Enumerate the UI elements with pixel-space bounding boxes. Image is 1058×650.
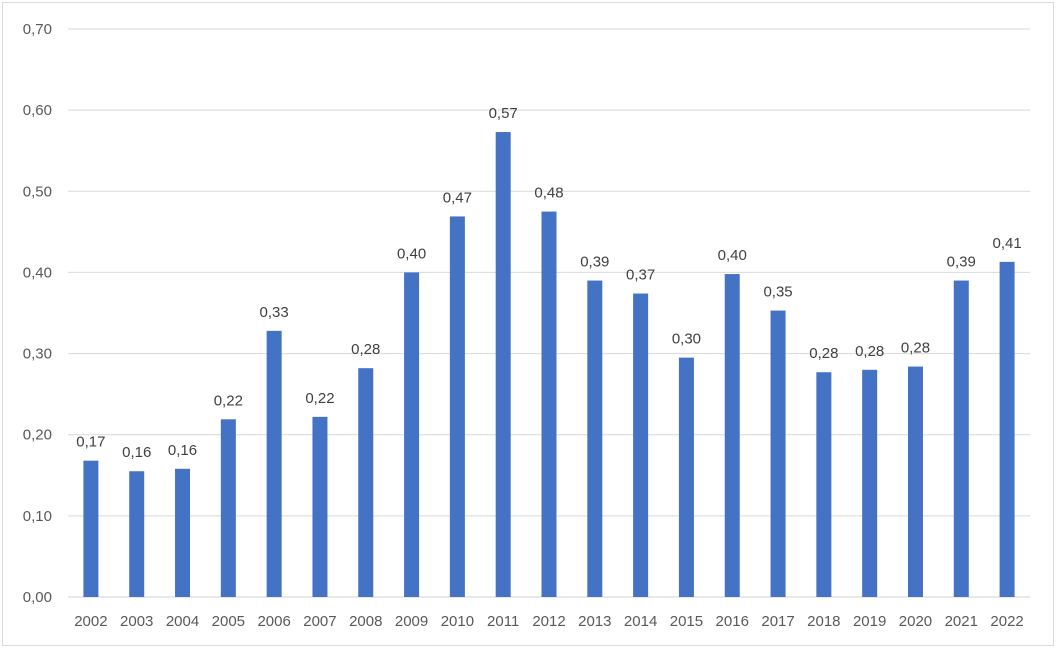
bar-2011 (495, 132, 511, 597)
bar-2013 (587, 280, 603, 597)
x-tick-label-2010: 2010 (441, 613, 474, 630)
x-tick-label-2021: 2021 (945, 613, 978, 630)
bar-2010 (449, 216, 465, 597)
x-tick-label-2002: 2002 (74, 613, 107, 630)
y-tick-label: 0,50 (23, 183, 52, 200)
data-label-2015: 0,30 (672, 331, 701, 348)
x-tick-label-2019: 2019 (853, 613, 886, 630)
x-tick-label-2012: 2012 (532, 613, 565, 630)
bar-2004 (175, 468, 191, 597)
data-label-2013: 0,39 (580, 254, 609, 271)
bar-2002 (83, 460, 99, 597)
data-label-2016: 0,40 (718, 247, 747, 264)
bars (83, 132, 1015, 598)
data-label-2012: 0,48 (534, 185, 563, 202)
bar-2018 (816, 372, 832, 597)
bar-2020 (907, 366, 923, 597)
bar-2012 (541, 211, 557, 598)
x-tick-label-2011: 2011 (487, 613, 519, 630)
data-label-2022: 0,41 (992, 235, 1021, 252)
data-label-2014: 0,37 (626, 267, 655, 284)
data-labels: 0,17 0,16 0,16 0,22 0,33 0,22 0,28 0,40 0,47 0,57… (76, 105, 1021, 461)
data-label-2004: 0,16 (168, 442, 197, 459)
x-tick-label-2004: 2004 (166, 613, 199, 630)
data-label-2006: 0,33 (260, 304, 289, 321)
x-tick-label-2007: 2007 (303, 613, 336, 630)
data-label-2011: 0,57 (489, 105, 518, 122)
bar-2022 (999, 261, 1015, 597)
bar-2008 (358, 368, 374, 597)
bar-2021 (953, 280, 969, 597)
x-tick-label-2014: 2014 (624, 613, 657, 630)
x-tick-label-2022: 2022 (990, 613, 1023, 630)
x-tick-label-2016: 2016 (716, 613, 749, 630)
x-tick-label-2013: 2013 (578, 613, 611, 630)
bar-2007 (312, 416, 328, 597)
data-label-2003: 0,16 (122, 444, 151, 461)
x-tick-label-2015: 2015 (670, 613, 703, 630)
x-tick-label-2009: 2009 (395, 613, 428, 630)
x-tick-label-2008: 2008 (349, 613, 382, 630)
y-tick-label: 0,60 (23, 102, 52, 119)
data-label-2017: 0,35 (763, 284, 792, 301)
y-tick-label: 0,20 (23, 427, 52, 444)
x-axis-tick-labels: 2002 2003 2004 2005 2006 2007 2008 2009 2010 2011… (74, 613, 1024, 630)
bar-2015 (678, 357, 694, 597)
bar-2016 (724, 274, 740, 597)
bar-2019 (862, 369, 878, 597)
bar-2009 (404, 272, 420, 597)
data-label-2008: 0,28 (351, 341, 380, 358)
data-label-2009: 0,40 (397, 245, 426, 262)
x-tick-label-2005: 2005 (212, 613, 245, 630)
data-label-2010: 0,47 (443, 189, 472, 206)
x-tick-label-2020: 2020 (899, 613, 932, 630)
y-tick-label: 0,70 (23, 21, 52, 38)
data-label-2018: 0,28 (809, 345, 838, 362)
x-tick-label-2017: 2017 (761, 613, 794, 630)
data-label-2007: 0,22 (305, 390, 334, 407)
data-label-2002: 0,17 (76, 434, 105, 451)
bar-2014 (633, 293, 649, 597)
data-label-2021: 0,39 (947, 254, 976, 271)
bar-2003 (129, 471, 145, 597)
y-tick-label: 0,30 (23, 346, 52, 363)
bar-2017 (770, 310, 786, 597)
data-label-2005: 0,22 (214, 392, 243, 409)
x-tick-label-2018: 2018 (807, 613, 840, 630)
bar-2005 (220, 419, 236, 597)
bar-2006 (266, 330, 282, 597)
x-tick-label-2003: 2003 (120, 613, 153, 630)
y-tick-label: 0,10 (23, 508, 52, 525)
data-label-2020: 0,28 (901, 340, 930, 357)
y-axis-tick-labels: 0,00 0,10 0,20 0,30 0,40 0,50 0,60 0,70 (23, 21, 52, 606)
y-tick-label: 0,40 (23, 264, 52, 281)
x-tick-label-2006: 2006 (257, 613, 290, 630)
y-tick-label: 0,00 (23, 589, 52, 606)
data-label-2019: 0,28 (855, 343, 884, 360)
